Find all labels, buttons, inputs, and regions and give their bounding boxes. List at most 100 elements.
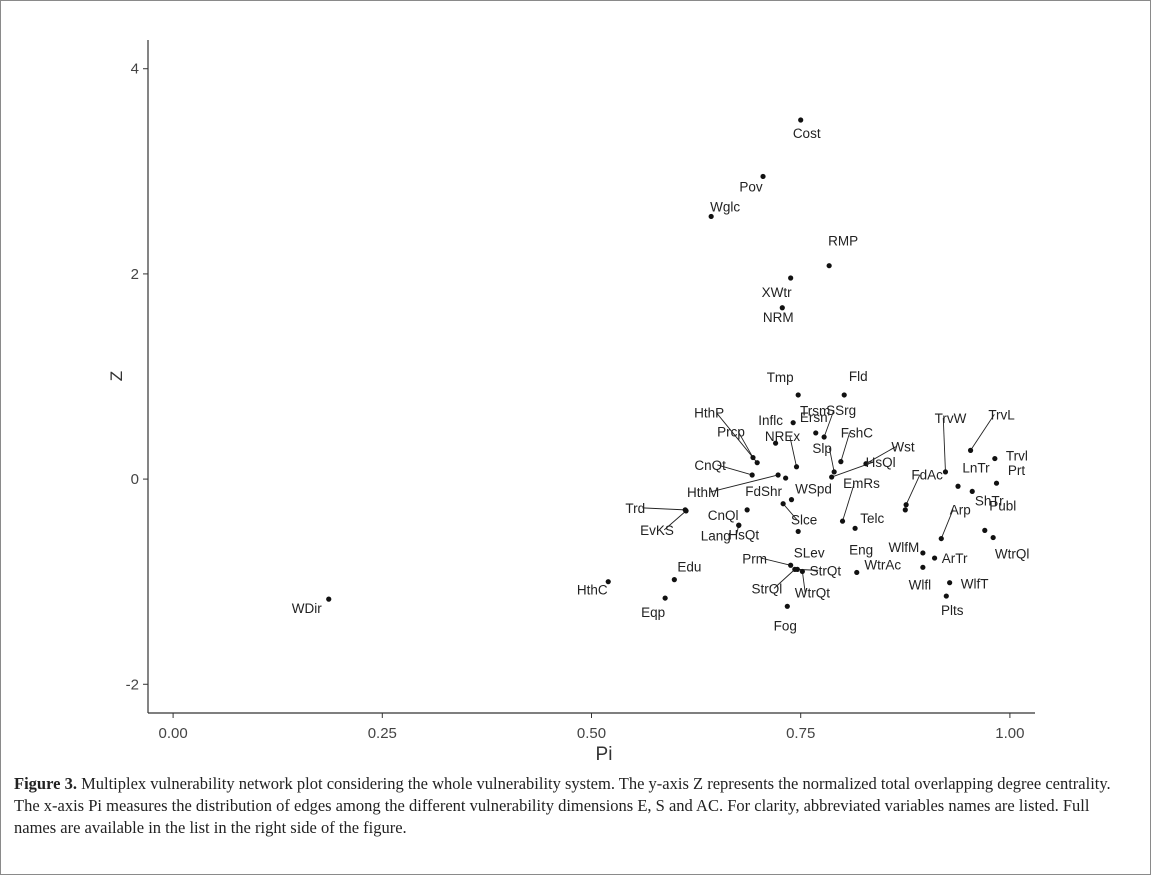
data-point: [852, 525, 858, 531]
data-point: [903, 502, 909, 508]
point-label: WlfM: [888, 540, 919, 555]
label-leader-line: [716, 412, 758, 463]
y-tick-label: 0: [131, 471, 139, 488]
point-label: Trsm: [800, 404, 830, 419]
scatter-plot: 0.00 0.25 0.50 0.75 1.00 -2 0 2 4 Cost Pov Wglc RMP…: [107, 40, 1035, 765]
point-label: Trd: [625, 501, 645, 516]
point-label: Slp: [812, 441, 832, 456]
point-label: Slce: [791, 513, 817, 528]
point-label: CnQl: [708, 508, 739, 523]
y-axis-label: Z: [107, 371, 126, 381]
data-point: [821, 434, 827, 440]
label-leader-line: [942, 417, 946, 472]
point-label: Eqp: [641, 605, 665, 620]
data-point: [799, 568, 805, 575]
label-leader-line: [782, 503, 798, 521]
point-label: TrvL: [988, 407, 1015, 422]
data-point: [838, 459, 844, 465]
data-point: [788, 562, 794, 568]
point-labels: Cost Pov Wglc RMP XWtr NRM Tmp Fld Trsm Inflc Ersn…: [292, 126, 1030, 633]
point-label: Ersn: [800, 410, 828, 425]
point-label: FdAc: [911, 468, 943, 483]
point-label: Wst: [891, 440, 914, 455]
x-axis-label: Pi: [596, 744, 613, 765]
point-label: TrvW: [935, 411, 967, 426]
label-leader-line: [823, 409, 835, 438]
label-leader-lines: [642, 409, 995, 593]
point-label: EmRs: [843, 476, 880, 491]
data-point: [813, 430, 819, 436]
point-label: WtrAc: [864, 557, 901, 572]
data-point: [760, 173, 766, 180]
point-label: ArTr: [942, 551, 968, 566]
data-point: [831, 469, 837, 475]
point-label: Plts: [941, 603, 964, 618]
label-leader-line: [940, 509, 954, 539]
label-leader-line: [789, 435, 797, 467]
point-label: Publ: [989, 498, 1016, 513]
x-tick-label: 0.25: [368, 725, 397, 742]
data-point: [662, 595, 668, 601]
data-point: [744, 507, 750, 513]
data-point: [780, 501, 786, 507]
point-label: XWtr: [762, 285, 792, 300]
data-point: [841, 392, 847, 398]
point-label: StrQl: [751, 581, 782, 596]
data-point: [326, 596, 332, 602]
label-leader-line: [663, 510, 687, 531]
point-label: HsQt: [728, 527, 759, 542]
point-label: Pov: [739, 179, 763, 194]
data-point: [605, 579, 611, 585]
point-label: Prcp: [717, 425, 745, 440]
data-point: [863, 461, 869, 467]
data-point: [788, 275, 794, 281]
x-tick-label: 0.50: [577, 725, 606, 742]
point-label: NRM: [763, 310, 794, 325]
data-point: [683, 508, 689, 514]
point-label: WlfT: [961, 577, 989, 592]
data-point: [920, 550, 926, 556]
data-point: [829, 474, 835, 480]
data-point: [749, 472, 755, 478]
x-tick-label: 1.00: [995, 725, 1024, 742]
label-leader-line: [737, 431, 754, 458]
data-point: [736, 522, 742, 528]
point-label: Fld: [849, 369, 868, 384]
label-leader-line: [761, 557, 791, 566]
data-point: [992, 455, 998, 462]
data-point: [772, 440, 779, 446]
point-label: RMP: [828, 234, 858, 249]
data-point: [790, 420, 796, 426]
label-leader-line: [828, 447, 835, 472]
point-label: Prt: [1008, 463, 1026, 478]
data-point: [969, 488, 975, 495]
data-point: [854, 569, 860, 576]
point-label: Inflc: [758, 413, 783, 428]
point-label: Arp: [950, 503, 971, 518]
data-point: [793, 464, 800, 470]
data-point: [795, 392, 801, 398]
data-point: [938, 535, 944, 542]
data-point: [967, 447, 974, 453]
label-leader-line: [970, 414, 995, 451]
data-point: [931, 555, 938, 561]
point-label: Telc: [860, 511, 884, 526]
point-label: HthP: [694, 406, 724, 421]
data-point: [754, 460, 760, 466]
point-label: SSrg: [826, 403, 856, 418]
data-point: [783, 475, 789, 481]
figure-caption: Figure 3. Multiplex vulnerability networ…: [14, 773, 1134, 839]
point-label: WtrQl: [995, 547, 1030, 562]
data-point: [708, 213, 714, 220]
label-leader-line: [840, 432, 851, 462]
y-tick-label: 2: [131, 266, 139, 283]
point-label: EvKS: [640, 523, 674, 538]
point-label: Eng: [849, 542, 873, 557]
label-leader-line: [865, 446, 896, 465]
point-label: CnQt: [694, 458, 726, 473]
point-label: FshC: [841, 426, 874, 441]
point-label: Trvl: [1006, 449, 1028, 464]
point-label: Wlfl: [909, 577, 932, 592]
label-leader-line: [773, 569, 796, 589]
data-point: [993, 480, 1000, 486]
